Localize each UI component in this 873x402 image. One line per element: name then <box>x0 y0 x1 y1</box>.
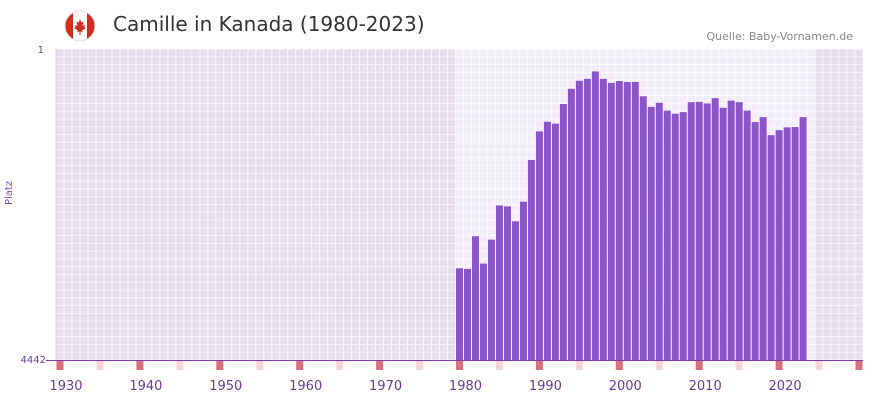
bar-2021 <box>799 117 807 360</box>
bar-2009 <box>703 103 711 361</box>
bar-2005 <box>671 113 679 360</box>
decade-marker-1958 <box>296 361 304 370</box>
bar-2018 <box>775 130 783 360</box>
bar-2003 <box>655 102 663 360</box>
bar-1978 <box>456 268 463 360</box>
decade-marker-2008 <box>695 361 703 370</box>
bar-1979 <box>463 268 471 360</box>
x-tick-1970: 1970 <box>369 379 402 394</box>
half-decade-marker-1983 <box>495 361 503 370</box>
half-decade-marker-1963 <box>336 361 344 370</box>
half-decade-marker-1933 <box>96 361 104 370</box>
bar-1985 <box>511 221 519 360</box>
decade-marker-1948 <box>216 361 224 370</box>
bar-1980 <box>471 236 479 360</box>
y-bottom-label: 4442 <box>21 355 46 366</box>
bar-2020 <box>791 127 799 360</box>
decade-marker-1998 <box>615 361 623 370</box>
bar-2004 <box>663 110 671 360</box>
bar-2002 <box>647 106 655 360</box>
bar-1999 <box>623 81 631 360</box>
decade-marker-1928 <box>56 361 64 370</box>
x-tick-1930: 1930 <box>49 379 82 394</box>
bar-2016 <box>759 117 767 360</box>
decade-marker-1938 <box>136 361 144 370</box>
bar-2006 <box>679 112 687 361</box>
bar-2007 <box>687 102 695 360</box>
x-tick-1940: 1940 <box>129 379 162 394</box>
chart-title: Camille in Kanada (1980-2023) <box>113 12 425 36</box>
bar-1984 <box>503 206 511 360</box>
source-credit: Quelle: Baby-Vornamen.de <box>706 30 853 43</box>
bar-1997 <box>607 82 615 361</box>
half-decade-marker-1953 <box>256 361 264 370</box>
bar-1987 <box>527 160 535 360</box>
bar-1986 <box>519 201 527 360</box>
bar-2017 <box>767 135 775 360</box>
bar-1988 <box>535 131 543 360</box>
x-tick-1980: 1980 <box>449 379 482 394</box>
bar-1998 <box>615 81 623 361</box>
bar-2013 <box>735 102 743 360</box>
y-top-label: 1 <box>38 45 44 56</box>
x-tick-2000: 2000 <box>609 379 642 394</box>
decade-marker-2028 <box>855 361 863 370</box>
half-decade-marker-1993 <box>575 361 583 370</box>
bar-2019 <box>783 127 791 360</box>
bar-1995 <box>591 71 599 360</box>
decade-marker-2018 <box>775 361 783 370</box>
bar-1994 <box>583 78 591 360</box>
canada-flag-icon <box>64 10 96 42</box>
half-decade-marker-1943 <box>176 361 184 370</box>
bar-1993 <box>575 80 583 361</box>
bar-1982 <box>487 239 495 360</box>
bar-1989 <box>543 121 551 360</box>
decade-marker-1968 <box>376 361 384 370</box>
half-decade-marker-2013 <box>735 361 743 370</box>
x-tick-1960: 1960 <box>289 379 322 394</box>
x-tick-1990: 1990 <box>529 379 562 394</box>
half-decade-marker-2023 <box>815 361 823 370</box>
bar-2010 <box>711 98 719 360</box>
bar-2000 <box>631 81 639 360</box>
bar-2015 <box>751 122 759 361</box>
bar-1992 <box>567 88 575 361</box>
bar-2001 <box>639 96 647 360</box>
bar-1991 <box>559 104 567 360</box>
bar-2008 <box>695 101 703 361</box>
bar-2014 <box>743 110 751 360</box>
half-decade-marker-1973 <box>416 361 424 370</box>
x-tick-2010: 2010 <box>689 379 722 394</box>
x-tick-1950: 1950 <box>209 379 242 394</box>
bar-2012 <box>727 100 735 360</box>
decade-marker-1988 <box>535 361 543 370</box>
bar-2011 <box>719 107 727 361</box>
x-tick-2020: 2020 <box>769 379 802 394</box>
bar-1983 <box>495 205 503 360</box>
half-decade-marker-2003 <box>655 361 663 370</box>
bar-1990 <box>551 123 559 360</box>
decade-marker-1978 <box>456 361 463 370</box>
bar-1981 <box>479 263 487 360</box>
bar-1996 <box>599 78 607 360</box>
